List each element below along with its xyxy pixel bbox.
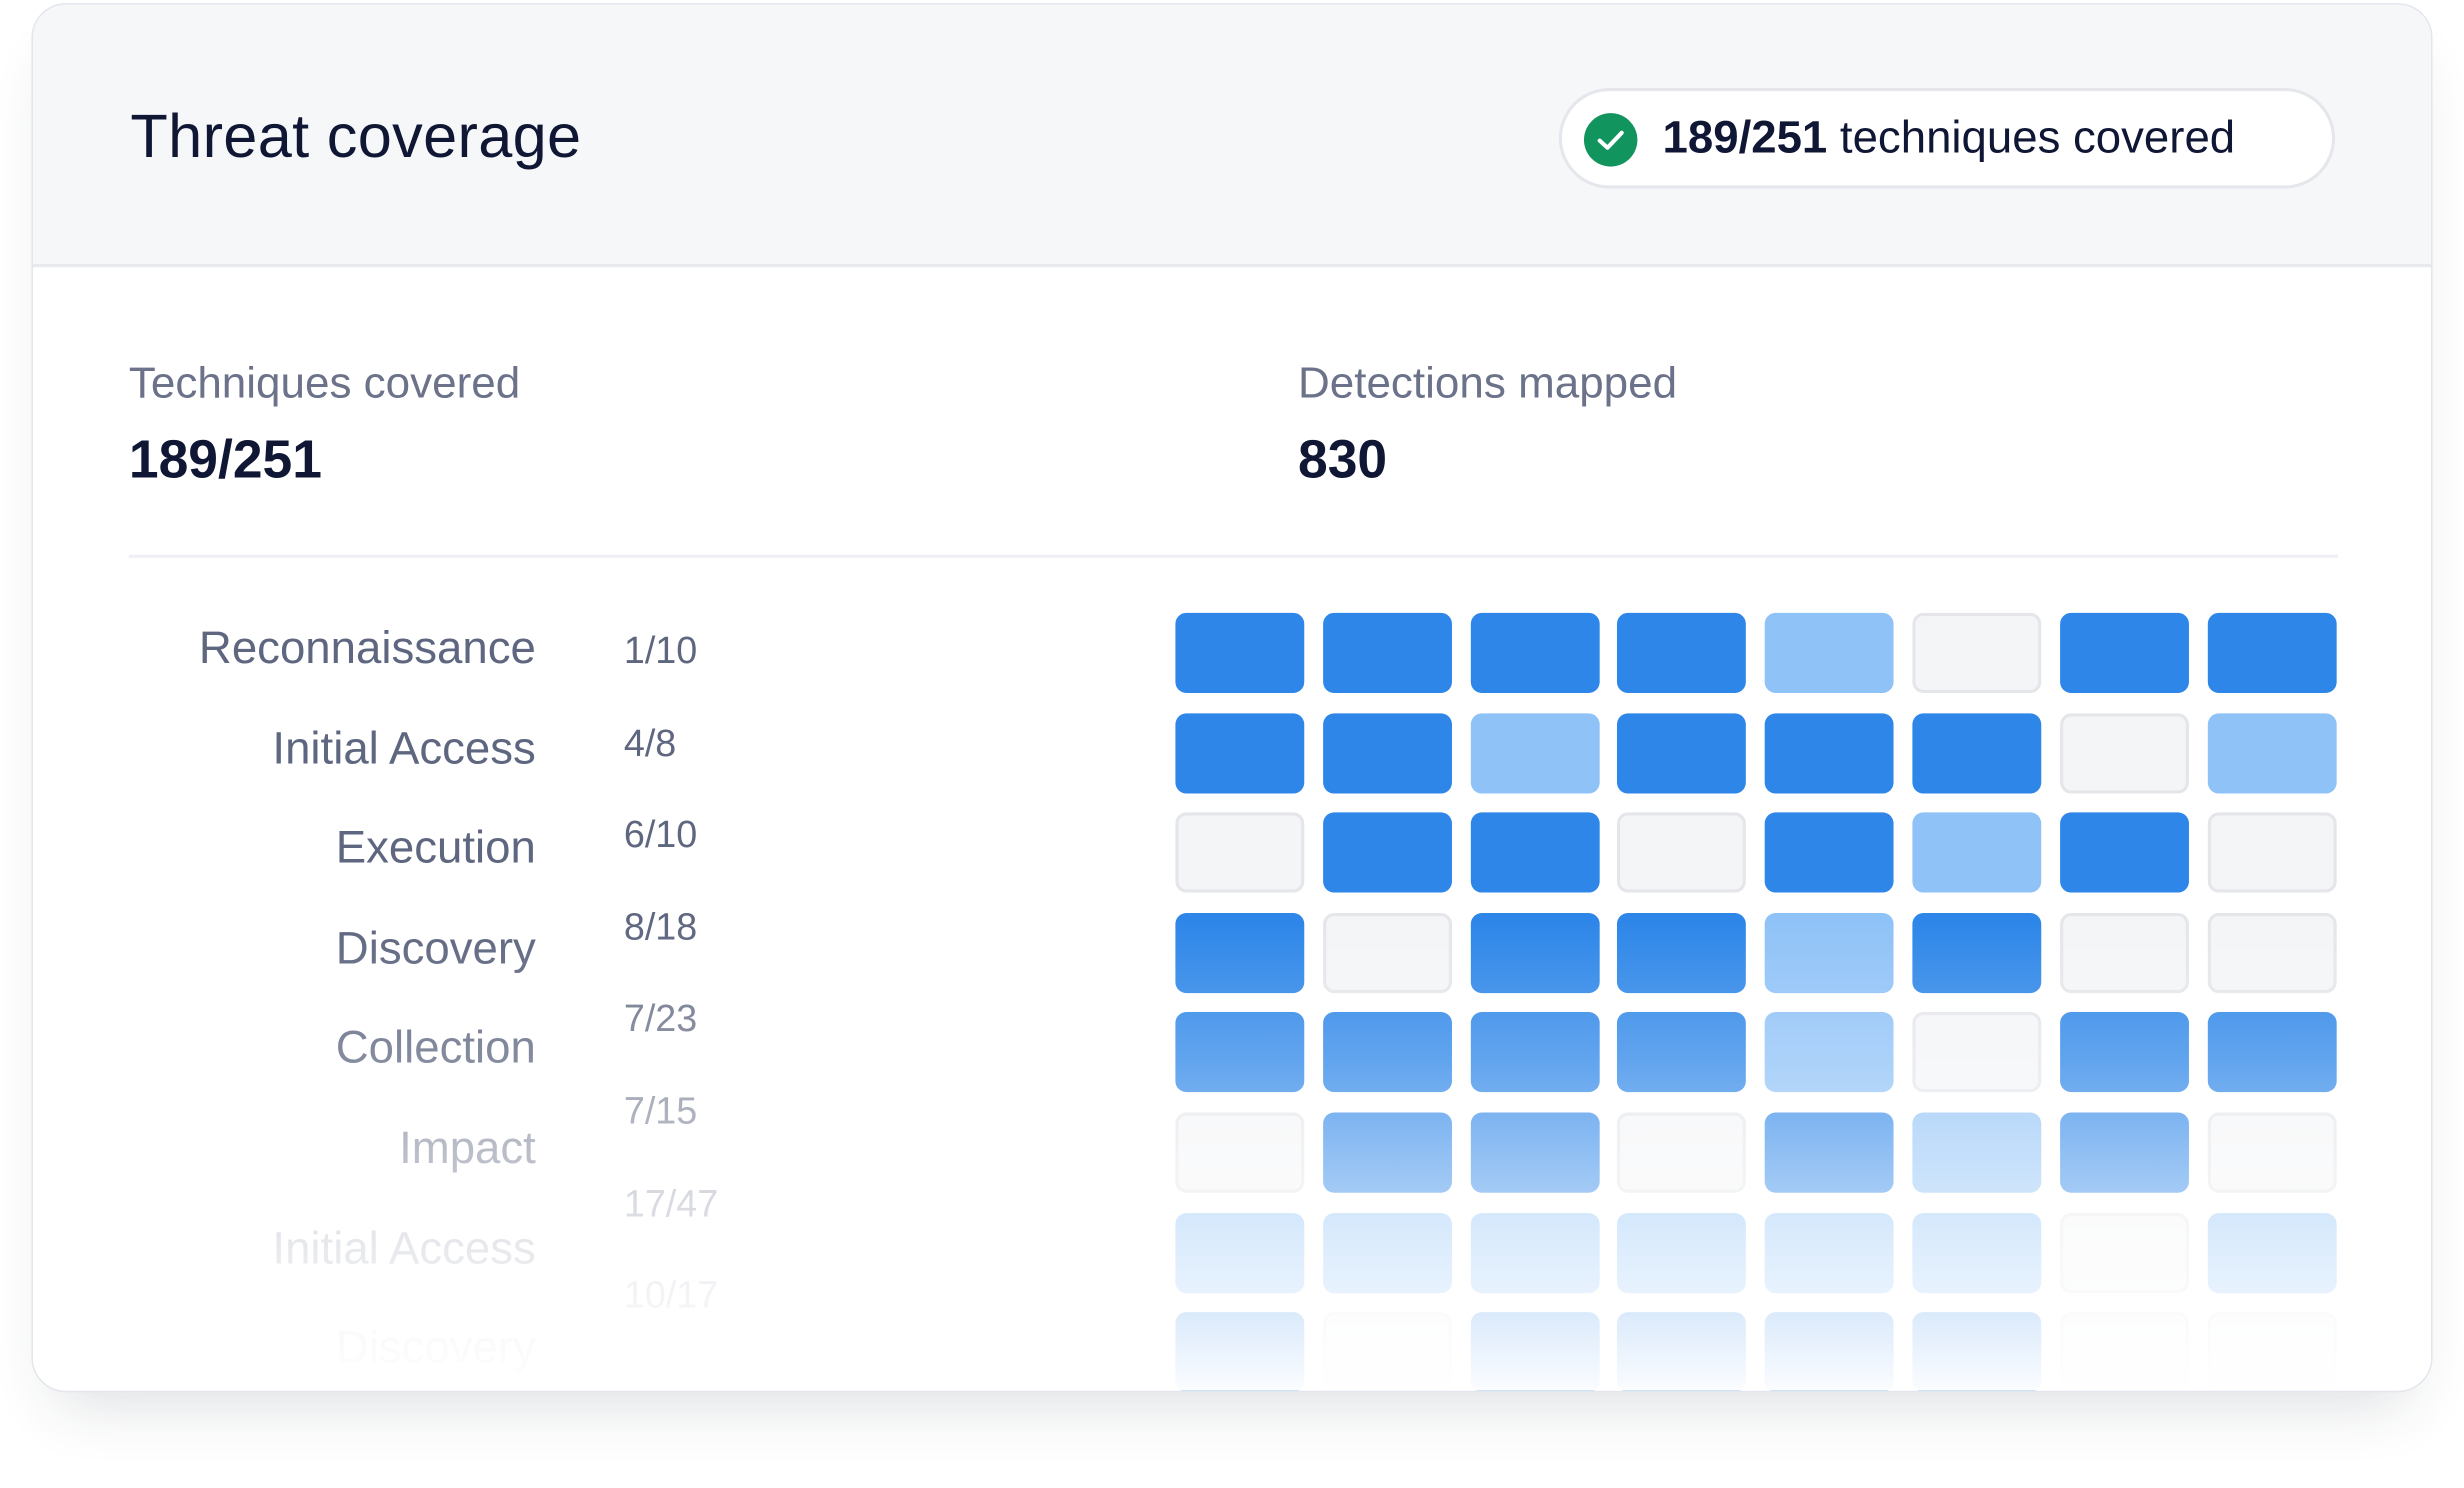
heatmap-cell[interactable]: [2207, 712, 2337, 793]
badge-label: 189/251 techniques covered: [1663, 113, 2236, 165]
heatmap-cell[interactable]: [1470, 612, 1600, 693]
heatmap-cell[interactable]: [1322, 1112, 1452, 1193]
coverage-badge: 189/251 techniques covered: [1558, 87, 2336, 189]
card-title: Threat coverage: [130, 103, 582, 172]
heatmap-cell[interactable]: [1764, 712, 1894, 793]
heatmap-cell[interactable]: [2207, 612, 2337, 693]
heatmap-cell[interactable]: [1175, 712, 1305, 793]
heatmap-cell[interactable]: [2207, 1312, 2337, 1391]
tactic-name: Initial Access: [272, 1223, 536, 1274]
heatmap-cell[interactable]: [1764, 812, 1894, 893]
tactic-count: 8/18: [623, 906, 698, 949]
techniques-covered-value: 189/251: [128, 430, 322, 491]
tactic-count: 17/47: [623, 1182, 719, 1226]
heatmap-cell[interactable]: [1912, 1112, 2042, 1193]
tactic-count: 10/17: [623, 1274, 719, 1318]
heatmap-cell[interactable]: [1764, 1112, 1894, 1193]
heatmap-cell[interactable]: [1322, 612, 1452, 693]
heatmap-cell[interactable]: [2207, 1212, 2337, 1293]
heatmap-cell[interactable]: [1470, 1212, 1600, 1293]
heatmap-cell[interactable]: [1470, 912, 1600, 993]
tactic-name: Collection: [335, 1023, 536, 1074]
heatmap-cell[interactable]: [1322, 1012, 1452, 1093]
heatmap-cell[interactable]: [1764, 912, 1894, 993]
heatmap-cell[interactable]: [1175, 612, 1305, 693]
heatmap-cell[interactable]: [1912, 812, 2042, 893]
heatmap-cell[interactable]: [1322, 1312, 1452, 1391]
tactic-count: 6/10: [623, 814, 698, 857]
divider: [128, 554, 2339, 558]
heatmap-cell[interactable]: [2059, 1212, 2189, 1293]
heatmap-cell[interactable]: [1617, 1312, 1747, 1391]
heatmap-cell[interactable]: [1322, 712, 1452, 793]
heatmap-cell[interactable]: [1175, 912, 1305, 993]
threat-coverage-card: Threat coverage 189/251 techniques cover…: [31, 3, 2433, 1393]
heatmap-cell[interactable]: [1175, 1112, 1305, 1193]
heatmap-cell[interactable]: [2059, 1112, 2189, 1193]
heatmap-cell[interactable]: [1617, 612, 1747, 693]
detections-mapped-value: 830: [1297, 430, 1388, 491]
heatmap-cell[interactable]: [1617, 1112, 1747, 1193]
heatmap-cell[interactable]: [2207, 912, 2337, 993]
heatmap-cell[interactable]: [1175, 1212, 1305, 1293]
heatmap-cell[interactable]: [2059, 812, 2189, 893]
heatmap-cell[interactable]: [2059, 912, 2189, 993]
heatmap-cell[interactable]: [1912, 612, 2042, 693]
heatmap-cell[interactable]: [1617, 812, 1747, 893]
heatmap-cell[interactable]: [2059, 612, 2189, 693]
tactic-name: Execution: [335, 823, 536, 874]
heatmap-cell[interactable]: [1470, 1312, 1600, 1391]
heatmap-cell[interactable]: [1764, 612, 1894, 693]
heatmap-cell[interactable]: [2059, 1312, 2189, 1391]
heatmap-cell[interactable]: [1912, 912, 2042, 993]
tactic-name: Discovery: [335, 923, 536, 974]
heatmap-cell[interactable]: [1912, 1212, 2042, 1293]
tactic-count: 7/15: [623, 1090, 698, 1133]
heatmap-cell[interactable]: [1912, 1312, 2042, 1391]
tactic-count: 4/8: [623, 722, 677, 765]
heatmap-cell[interactable]: [2059, 1012, 2189, 1093]
heatmap-cell[interactable]: [1322, 912, 1452, 993]
heatmap-cell[interactable]: [1617, 912, 1747, 993]
heatmap-cell[interactable]: [1322, 1212, 1452, 1293]
heatmap-cell[interactable]: [1175, 1312, 1305, 1391]
heatmap-cell[interactable]: [1617, 1212, 1747, 1293]
tactic-count: 1/10: [623, 630, 698, 673]
heatmap-cell[interactable]: [1764, 1212, 1894, 1293]
heatmap-cell[interactable]: [1470, 1112, 1600, 1193]
tactic-count: 7/23: [623, 998, 698, 1041]
heatmap-cell[interactable]: [1617, 712, 1747, 793]
heatmap-cell[interactable]: [1175, 1012, 1305, 1093]
badge-count: 189/251: [1662, 113, 1828, 164]
tactic-name: Reconnaissance: [198, 623, 536, 675]
tactic-name: Discovery: [335, 1323, 536, 1374]
card-header: Threat coverage 189/251 techniques cover…: [32, 4, 2431, 268]
heatmap-cell[interactable]: [1912, 712, 2042, 793]
detections-mapped-label: Detections mapped: [1297, 358, 1678, 407]
heatmap-cell[interactable]: [1470, 812, 1600, 893]
heatmap-cell[interactable]: [2207, 1012, 2337, 1093]
tactic-name: Impact: [399, 1123, 536, 1174]
tactic-name: Initial Access: [272, 723, 536, 775]
heatmap-cell[interactable]: [1912, 1012, 2042, 1093]
heatmap-cell[interactable]: [1322, 812, 1452, 893]
techniques-covered-label: Techniques covered: [128, 358, 521, 407]
heatmap-cell[interactable]: [2059, 712, 2189, 793]
heatmap-cell[interactable]: [2207, 1112, 2337, 1193]
heatmap-cell[interactable]: [2207, 812, 2337, 893]
heatmap-cell[interactable]: [1470, 712, 1600, 793]
badge-suffix: techniques covered: [1827, 113, 2236, 164]
check-circle-icon: [1583, 113, 1638, 167]
heatmap-cell[interactable]: [1764, 1012, 1894, 1093]
heatmap-cell[interactable]: [1617, 1012, 1747, 1093]
heatmap-cell[interactable]: [1470, 1012, 1600, 1093]
heatmap-cell[interactable]: [1764, 1312, 1894, 1391]
heatmap-cell[interactable]: [1175, 812, 1305, 893]
